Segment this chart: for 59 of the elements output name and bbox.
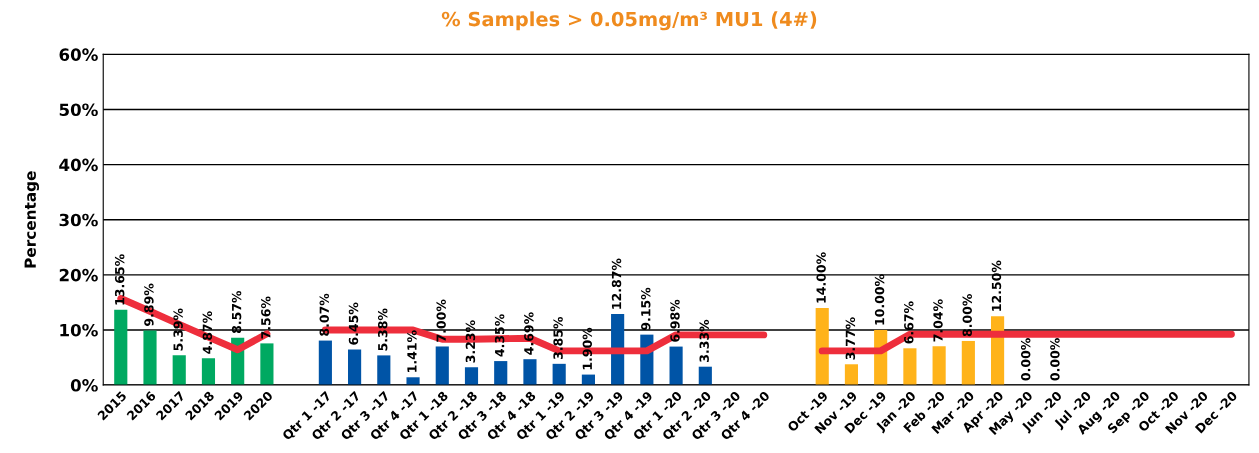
bar [523,359,537,386]
data-label: 14.00% [816,252,826,303]
bar [377,355,391,386]
bar [318,340,332,386]
data-label: 0.00% [1050,338,1060,381]
data-label: 8.07% [319,293,329,336]
bar [815,307,829,386]
y-tick-label: 0% [70,379,98,392]
bar [143,330,157,386]
bar [114,309,128,386]
bar [903,348,917,386]
data-label: 1.41% [407,330,417,372]
y-tick-label: 20% [59,268,98,282]
y-tick-label: 50% [59,103,98,117]
data-label: 13.65% [114,254,125,305]
data-label: 7.00% [436,299,446,342]
data-label: 1.90% [582,327,593,370]
chart-title: % Samples > 0.05mg/m³ MU1 (4#) [441,11,817,31]
bar [348,349,362,386]
data-label: 6.45% [348,302,359,345]
y-tick-label: 10% [60,323,98,337]
bar [494,361,508,386]
data-label: 9.15% [641,287,651,331]
y-tick-label: 40% [59,158,98,172]
bar [435,346,449,386]
data-label: 9.89% [144,283,154,326]
data-label: 7.56% [261,296,271,339]
bar [698,366,712,386]
bar [172,355,186,386]
bar [201,358,216,386]
y-axis-title: Percentage [24,171,40,268]
data-label: 12.87% [611,258,622,309]
data-label: 3.85% [553,316,563,360]
bar [932,346,946,386]
data-label: 4.69% [524,312,534,355]
data-label: 12.50% [991,260,1002,311]
bar [406,377,420,386]
data-label: 0.00% [1020,338,1031,381]
bar [844,364,859,386]
data-label: 5.39% [173,308,183,351]
bar [260,343,274,386]
data-label: 4.35% [494,314,505,357]
y-tick-label: 30% [59,213,98,227]
data-label: 5.38% [377,308,388,351]
data-label: 8.57% [231,290,242,334]
bar [669,346,683,386]
bar [464,367,479,386]
bar [552,363,566,386]
data-label: 7.04% [933,299,943,342]
data-label: 6.98% [670,299,680,342]
data-label: 8.00% [962,294,972,337]
data-label: 3.23% [465,320,476,363]
bar [961,340,975,386]
data-label: 10.00% [874,274,885,325]
data-label: 4.87% [202,311,213,354]
data-label: 3.33% [699,319,709,362]
data-label: 6.67% [904,301,914,344]
y-tick-label: 60% [59,48,98,61]
data-label: 3.77% [845,317,856,360]
